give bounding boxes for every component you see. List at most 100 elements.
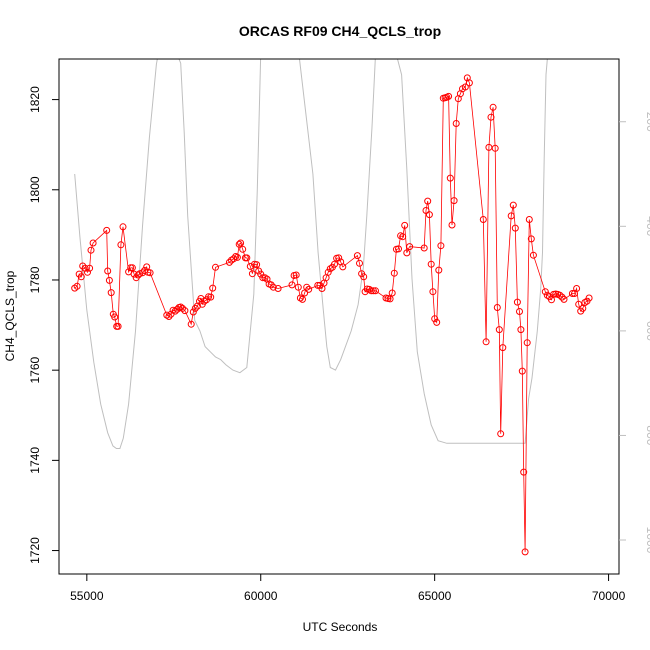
data-point — [541, 288, 549, 296]
data-point — [509, 201, 517, 209]
series-red-line — [74, 76, 590, 552]
x-tick-label: 55000 — [70, 589, 104, 603]
data-point — [499, 344, 507, 352]
data-point — [390, 269, 398, 277]
data-point — [179, 304, 186, 312]
data-point — [517, 326, 525, 334]
data-point — [403, 249, 411, 257]
y-axis: 1720 1740 1760 1780 1800 1820 — [28, 86, 59, 564]
data-point — [331, 260, 338, 268]
data-point — [525, 216, 533, 223]
data-point — [73, 282, 81, 290]
data-point — [367, 287, 375, 295]
data-point — [497, 430, 505, 438]
right-tick-label: 1000 — [644, 527, 650, 554]
data-point — [507, 212, 515, 220]
data-point — [482, 338, 490, 346]
data-point — [303, 283, 311, 291]
data-point — [518, 367, 526, 375]
data-point — [267, 281, 275, 289]
data-point — [479, 216, 487, 223]
data-point — [212, 263, 219, 271]
data-point — [86, 264, 94, 272]
data-point — [248, 270, 256, 278]
data-point — [425, 211, 433, 219]
data-point — [461, 83, 469, 91]
data-point — [79, 262, 87, 270]
data-point — [465, 79, 473, 87]
data-point — [84, 268, 91, 276]
data-point — [435, 266, 443, 274]
data-point — [395, 245, 402, 253]
data-point — [257, 270, 265, 278]
data-point — [585, 294, 593, 302]
data-point — [253, 261, 261, 269]
data-point — [292, 271, 300, 279]
data-point — [187, 320, 195, 328]
data-point — [171, 307, 179, 315]
data-point — [401, 221, 409, 229]
data-point — [117, 241, 125, 249]
data-point — [119, 223, 127, 231]
data-point — [429, 288, 437, 296]
series-grey-line — [74, 59, 548, 449]
data-point — [339, 263, 347, 271]
data-point — [372, 287, 379, 295]
data-point — [568, 290, 576, 297]
data-point — [487, 113, 495, 121]
data-point — [299, 295, 306, 303]
data-point — [209, 284, 217, 292]
data-point — [489, 103, 497, 111]
plot-area — [58, 58, 620, 575]
y-tick-label: 1820 — [28, 86, 42, 113]
data-point — [446, 174, 454, 182]
x-axis-label: UTC Seconds — [303, 620, 378, 634]
data-point — [235, 240, 243, 248]
data-point — [529, 251, 537, 259]
data-point — [233, 253, 241, 261]
data-point — [420, 244, 428, 252]
right-tick-label: 800 — [644, 425, 650, 445]
data-point — [246, 262, 254, 270]
data-point — [579, 304, 587, 312]
data-point — [556, 291, 564, 299]
data-point — [491, 144, 499, 152]
data-point — [523, 339, 531, 347]
data-point — [386, 295, 394, 303]
data-point — [189, 308, 197, 316]
y-tick-label: 1720 — [28, 537, 42, 564]
data-point — [230, 255, 238, 263]
data-point — [573, 285, 581, 292]
data-point — [128, 264, 136, 272]
data-point — [104, 267, 112, 275]
data-point — [353, 252, 361, 260]
data-point — [452, 120, 460, 127]
chart-title: ORCAS RF09 CH4_QCLS_trop — [239, 23, 441, 39]
data-point — [422, 207, 430, 214]
data-point — [177, 303, 185, 311]
data-point — [445, 92, 453, 100]
y-tick-label: 1800 — [28, 176, 42, 203]
data-point — [431, 315, 439, 323]
data-point — [360, 273, 368, 281]
data-point — [269, 283, 277, 291]
y-axis-right: 200 400 600 800 1000 — [619, 112, 650, 554]
data-point — [520, 468, 528, 476]
data-point — [335, 254, 343, 262]
data-point — [114, 322, 122, 330]
data-point — [424, 197, 432, 205]
data-point — [305, 285, 313, 293]
data-point — [369, 287, 377, 295]
data-point — [437, 242, 445, 250]
data-point — [356, 259, 363, 267]
data-point — [89, 239, 97, 247]
data-point — [146, 269, 154, 277]
data-point — [259, 274, 267, 282]
data-point — [207, 293, 215, 301]
data-point — [111, 313, 119, 321]
y-tick-label: 1780 — [28, 266, 42, 293]
data-point — [105, 276, 113, 284]
data-point — [513, 298, 521, 306]
data-point — [239, 245, 247, 253]
data-point — [324, 268, 332, 276]
